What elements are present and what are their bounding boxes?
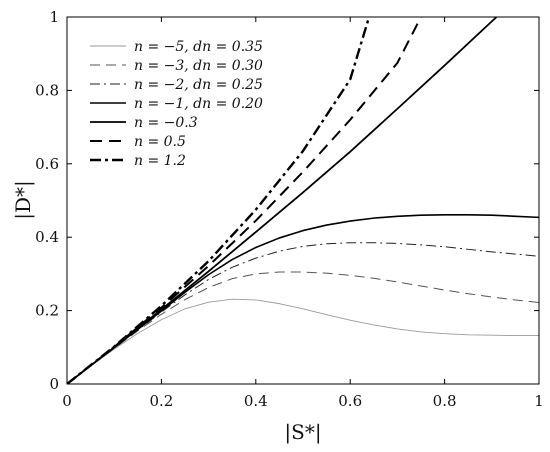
series-line-7 [67, 17, 371, 384]
y-tick-label: 0.4 [35, 228, 59, 246]
series-line-3 [67, 242, 539, 384]
series-line-1 [67, 298, 539, 384]
legend-label-7: n = 1.2 [134, 153, 186, 169]
series-line-2 [67, 271, 539, 384]
x-axis-label: |S*| [284, 420, 321, 445]
x-tick-label: 0 [62, 392, 72, 410]
legend-label-1: n = −5, dn = 0.35 [134, 39, 263, 55]
series-line-6 [67, 17, 422, 384]
x-tick-label: 1 [534, 392, 544, 410]
legend-label-4: n = −1, dn = 0.20 [134, 96, 263, 112]
y-tick-label: 0.8 [35, 81, 59, 99]
x-tick-label: 0.6 [338, 392, 362, 410]
plot-layer [67, 17, 539, 384]
legend-label-3: n = −2, dn = 0.25 [134, 77, 263, 93]
x-tick-label: 0.8 [433, 392, 457, 410]
x-tick-label: 0.2 [149, 392, 173, 410]
legend-label-5: n = −0.3 [134, 115, 198, 131]
legend: n = −5, dn = 0.35 n = −3, dn = 0.30 n = −2… [90, 39, 263, 169]
plot-frame [66, 16, 540, 385]
y-tick-label: 0 [49, 375, 59, 393]
ticks-layer: 0 0.2 0.4 0.6 0.8 1 0 0.2 0.4 0.6 0.8 1 [35, 8, 544, 410]
y-axis-label: |D*| [11, 180, 36, 220]
series-line-5 [67, 17, 498, 384]
y-tick-label: 1 [49, 8, 59, 26]
x-tick-label: 0.4 [244, 392, 268, 410]
legend-label-2: n = −3, dn = 0.30 [134, 58, 263, 74]
legend-label-6: n = 0.5 [134, 134, 186, 150]
y-tick-label: 0.2 [35, 302, 59, 320]
y-tick-label: 0.6 [35, 155, 59, 173]
